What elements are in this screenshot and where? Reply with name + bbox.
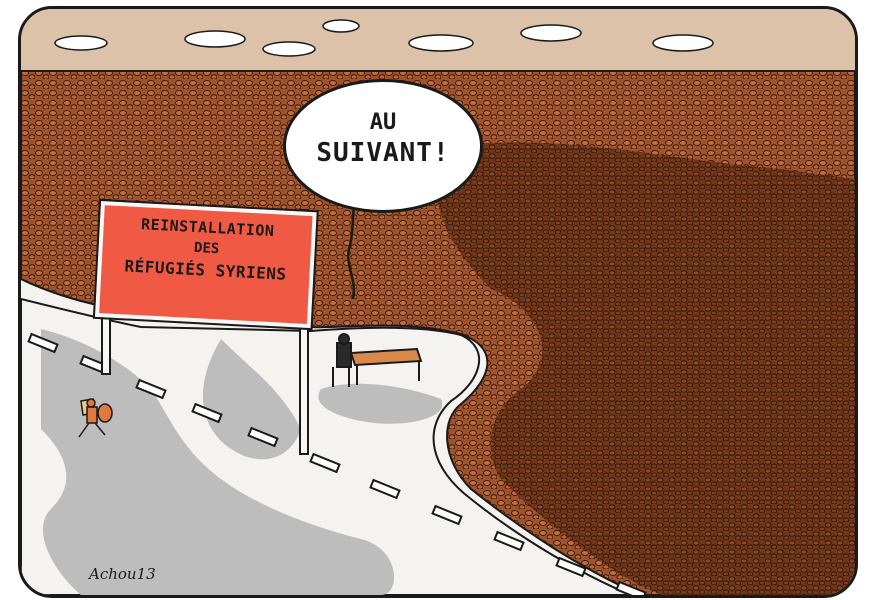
shadow [41, 329, 395, 595]
cloud [54, 35, 108, 51]
road-dash [369, 478, 401, 500]
road-dash [309, 452, 341, 474]
road-dash [191, 402, 223, 424]
artist-signature: Achou13 [89, 565, 156, 583]
crowd-dense [435, 142, 855, 595]
resettlement-sign: REINSTALLATION DES RÉFUGIÉS SYRIENS [92, 198, 319, 331]
refugee [78, 398, 113, 438]
road-dash [135, 378, 167, 400]
road-dash [247, 426, 279, 448]
cloud [520, 24, 582, 42]
scene [21, 70, 855, 595]
road-dash [27, 332, 59, 354]
road-dash [615, 580, 647, 595]
road-dash [493, 530, 525, 552]
cloud [652, 34, 714, 52]
speech-line-1: AU [369, 110, 397, 135]
shadow [202, 339, 301, 460]
sign-post-right [299, 209, 309, 455]
cloud [322, 19, 360, 33]
cloud [184, 30, 246, 48]
road-dash [431, 504, 463, 526]
clouds [54, 19, 714, 57]
cloud [262, 41, 316, 57]
road-dash [555, 556, 587, 578]
shadow [318, 383, 443, 424]
desk-official [332, 333, 423, 387]
cloud [408, 34, 474, 52]
official [336, 342, 352, 368]
speech-line-2: SUIVANT! [316, 138, 450, 168]
speech-bubble: AU SUIVANT! [283, 79, 483, 213]
desk [349, 347, 423, 367]
cartoon-frame: REINSTALLATION DES RÉFUGIÉS SYRIENS AU S… [18, 6, 858, 598]
